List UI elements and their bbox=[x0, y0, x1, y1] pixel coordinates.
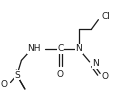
Text: O: O bbox=[101, 72, 107, 81]
Text: C: C bbox=[57, 44, 63, 53]
Text: ·: · bbox=[14, 66, 16, 75]
Text: O: O bbox=[56, 70, 63, 79]
Text: O: O bbox=[1, 80, 8, 89]
Text: Cl: Cl bbox=[101, 12, 109, 21]
Text: S: S bbox=[14, 71, 20, 80]
Text: N: N bbox=[91, 59, 98, 68]
Text: N: N bbox=[75, 44, 81, 53]
Text: NH: NH bbox=[27, 44, 41, 53]
